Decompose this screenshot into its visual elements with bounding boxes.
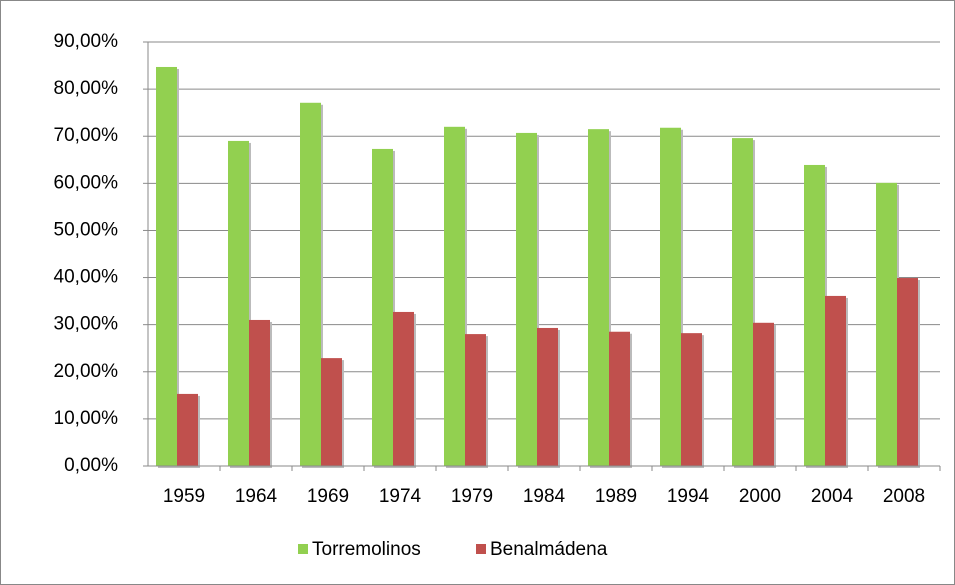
x-tick-label: 2004 [811,486,854,507]
bar [177,393,198,466]
bar [825,295,846,466]
legend-label: Torremolinos [312,539,421,560]
bar [156,66,177,467]
bar [537,327,558,466]
y-tick-label: 10,00% [54,408,119,429]
y-tick-label: 70,00% [54,125,119,146]
y-tick-label: 30,00% [54,314,119,335]
y-tick-label: 60,00% [54,172,119,193]
legend-label: Benalmádena [490,539,608,560]
bar [897,278,918,466]
bar [660,127,681,467]
bar [732,138,753,466]
bar [753,322,774,466]
bar [465,334,486,466]
legend-swatch [476,544,486,554]
x-tick-label: 2008 [883,486,925,507]
x-tick-label: 1969 [307,486,349,507]
bar [372,148,393,467]
y-tick-label: 0,00% [64,455,118,476]
x-tick-label: 1979 [451,486,493,507]
bar [228,140,249,466]
bar [393,311,414,466]
y-tick-label: 90,00% [54,31,119,52]
x-tick-label: 2000 [739,486,781,507]
bar [804,164,825,466]
bar [321,358,342,466]
x-tick-label: 1984 [523,486,566,507]
legend-swatch [298,544,308,554]
bar [681,333,702,466]
bar [516,132,537,466]
y-tick-label: 40,00% [54,267,119,288]
y-tick-label: 80,00% [54,78,119,99]
x-tick-label: 1989 [595,486,637,507]
y-tick-label: 50,00% [54,219,119,240]
bar [609,331,630,466]
bar [300,102,321,467]
x-tick-label: 1974 [379,486,422,507]
bar [249,319,270,466]
bar [876,182,897,466]
bar [588,129,609,466]
x-tick-label: 1959 [163,486,205,507]
x-tick-label: 1994 [667,486,710,507]
x-tick-label: 1964 [235,486,278,507]
bar [444,126,465,467]
y-tick-label: 20,00% [54,361,119,382]
